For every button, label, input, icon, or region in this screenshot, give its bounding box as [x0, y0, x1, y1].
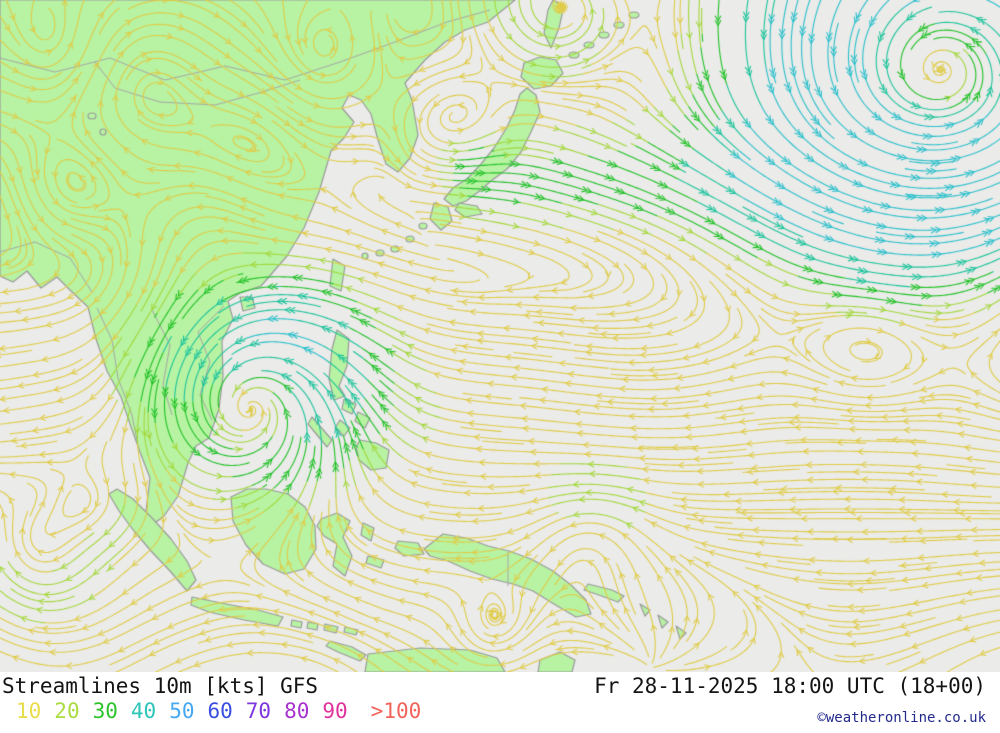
scale-value-20: 20 [54, 699, 80, 723]
scale-value-gt100: >100 [370, 699, 422, 723]
map-title: Streamlines 10m [kts] GFS [2, 674, 319, 698]
scale-value-50: 50 [169, 699, 195, 723]
scale-value-60: 60 [207, 699, 233, 723]
streamline-map [0, 0, 1000, 672]
scale-value-90: 90 [322, 699, 348, 723]
copyright-link[interactable]: ©weatheronline.co.uk [817, 710, 986, 726]
scale-value-70: 70 [245, 699, 272, 723]
scale-value-30: 30 [92, 699, 118, 723]
scale-value-80: 80 [284, 699, 310, 723]
scale-value-40: 40 [130, 699, 157, 723]
wind-speed-scale: 10 20 30 40 50 60 70 80 90 >100 [16, 699, 434, 723]
legend-bar: Streamlines 10m [kts] GFS Fr 28-11-2025 … [0, 672, 1000, 733]
scale-value-10: 10 [16, 699, 42, 723]
map-datetime: Fr 28-11-2025 18:00 UTC (18+00) [594, 674, 986, 698]
